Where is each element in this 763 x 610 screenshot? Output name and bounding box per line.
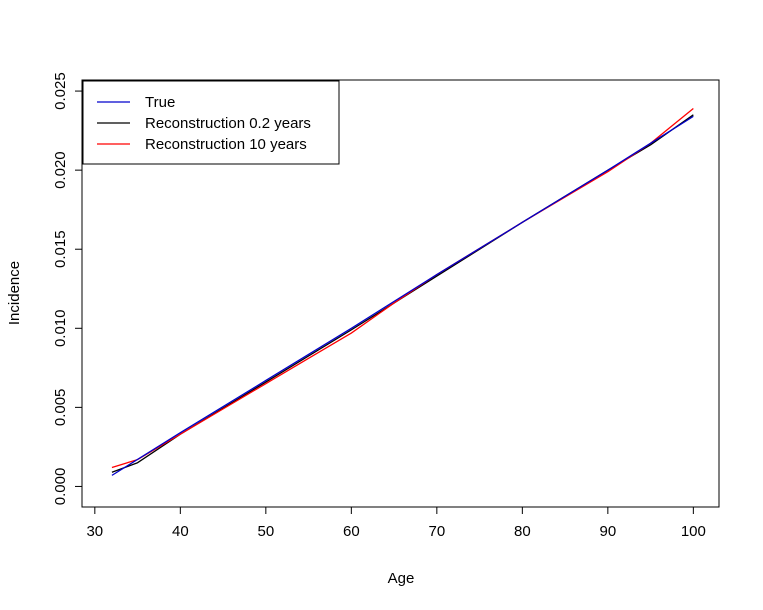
series-line-reconstruction-10-years [111,107,694,469]
x-tick-label: 30 [86,523,103,540]
x-tick-label: 60 [343,523,360,540]
y-tick-label: 0.020 [52,151,69,189]
legend-label-reconstruction-0-2-years: Reconstruction 0.2 years [145,115,311,132]
x-tick-label: 40 [172,523,189,540]
x-axis: 30 40 50 60 70 80 90 100 [86,506,706,540]
y-tick-label: 0.010 [52,310,69,348]
y-tick-label: 0.015 [52,230,69,268]
legend: True Reconstruction 0.2 years Reconstructi… [82,80,340,165]
x-tick-label: 90 [600,523,617,540]
y-tick-label: 0.005 [52,389,69,427]
legend-label-reconstruction-10-years: Reconstruction 10 years [145,136,307,153]
series-layer [111,107,694,476]
x-tick-label: 80 [514,523,531,540]
x-axis-title: Age [388,570,415,587]
y-tick-label: 0.000 [52,468,69,506]
series-line-true [111,115,694,476]
legend-label-true: True [145,94,175,111]
x-tick-label: 100 [681,523,706,540]
x-tick-label: 70 [428,523,445,540]
y-tick-label: 0.025 [52,72,69,110]
y-axis-title: Incidence [6,261,23,325]
y-axis: 0.000 0.005 0.010 0.015 0.020 0.025 [52,72,83,506]
x-tick-label: 50 [257,523,274,540]
series-line-reconstruction-0-2-years [111,114,694,473]
